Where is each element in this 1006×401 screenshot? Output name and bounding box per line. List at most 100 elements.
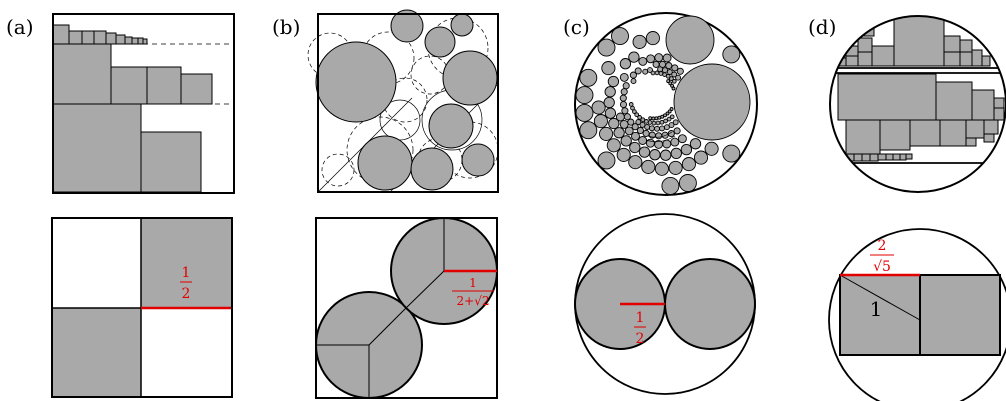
packed-circle xyxy=(680,143,693,156)
packed-circle xyxy=(635,119,642,125)
packed-circle xyxy=(619,94,627,102)
packed-circle xyxy=(604,107,617,119)
packed-circle xyxy=(591,100,606,115)
packed-circle xyxy=(668,160,683,175)
packed-circle xyxy=(654,53,664,63)
packed-circle xyxy=(663,118,668,124)
packed-circle xyxy=(631,123,639,131)
packed-circle xyxy=(654,161,669,176)
packed-circle xyxy=(671,78,677,84)
packed-circle xyxy=(661,176,680,195)
packed-circle xyxy=(689,138,702,150)
packed-circle xyxy=(654,116,659,121)
packed-circle xyxy=(671,64,679,72)
fraction-a-numerator: 1 xyxy=(182,265,191,281)
packed-circle xyxy=(628,155,643,170)
packed-circle xyxy=(628,51,640,63)
packed-circle xyxy=(641,159,656,174)
packed-circle xyxy=(667,130,675,138)
packed-circle xyxy=(652,60,660,68)
packed-circle xyxy=(655,132,663,140)
panel-a-top-frame xyxy=(52,13,235,194)
packed-circle xyxy=(579,68,598,87)
fraction-b-denominator: 2+√2 xyxy=(457,294,490,308)
packed-circle xyxy=(637,115,642,120)
packed-circle xyxy=(668,81,673,86)
panel-b-bottom: 1 2+√2 xyxy=(315,217,498,399)
packed-circle xyxy=(599,126,614,141)
packed-circle xyxy=(639,121,646,128)
packed-circle xyxy=(646,54,656,64)
packed-circle xyxy=(648,116,653,121)
packed-circle xyxy=(619,72,629,82)
fraction-a-denominator: 2 xyxy=(182,286,191,302)
packed-circle xyxy=(621,107,629,115)
packed-circle xyxy=(676,67,684,75)
packed-circle xyxy=(681,157,696,172)
packed-circle xyxy=(662,72,667,77)
packed-circle xyxy=(627,118,635,126)
packed-circle xyxy=(632,34,647,49)
packed-circle xyxy=(636,126,644,135)
packed-circle xyxy=(669,107,674,111)
packed-circle xyxy=(672,119,679,126)
packed-circle xyxy=(644,119,649,124)
packed-circle xyxy=(644,124,651,130)
packed-circle xyxy=(638,146,651,158)
packed-circle xyxy=(660,149,672,161)
packed-circle xyxy=(665,111,670,116)
panel-label-c: (c) xyxy=(563,15,590,39)
packed-circle xyxy=(657,115,662,120)
packed-circle xyxy=(647,120,653,125)
packed-circle xyxy=(673,127,681,135)
panel-label-d: (d) xyxy=(808,15,836,39)
packed-circle xyxy=(661,131,669,139)
packed-circle xyxy=(628,102,634,107)
packed-circle xyxy=(659,125,665,132)
packed-circle xyxy=(665,15,715,65)
packed-circle xyxy=(650,70,656,76)
packed-circle xyxy=(655,120,661,126)
packed-circle xyxy=(668,122,675,129)
packed-circle xyxy=(704,141,719,156)
packed-circle xyxy=(662,139,672,149)
packed-circle xyxy=(620,135,632,147)
panel-b-top xyxy=(307,9,499,193)
packed-circle xyxy=(647,67,653,74)
packed-circle xyxy=(662,67,668,74)
packed-circle xyxy=(666,116,672,122)
packed-circle xyxy=(642,68,649,75)
packed-circle xyxy=(638,136,648,145)
packed-circle xyxy=(651,116,656,121)
packed-circle xyxy=(606,138,621,153)
packed-circle xyxy=(670,137,680,147)
packed-circle xyxy=(624,126,634,136)
packed-circle xyxy=(666,79,671,84)
fraction-d-numerator: 2 xyxy=(878,238,887,254)
packed-circle xyxy=(632,109,637,114)
packed-circle xyxy=(659,119,665,125)
packed-circle xyxy=(597,38,616,57)
packed-circle xyxy=(615,112,625,122)
packed-circle xyxy=(722,144,741,163)
packed-circle xyxy=(658,71,664,76)
packed-circle xyxy=(631,131,640,141)
packed-circle xyxy=(654,70,660,76)
packed-circle xyxy=(622,82,630,90)
packed-circle xyxy=(616,147,631,162)
packed-circle xyxy=(634,112,640,118)
packed-circle xyxy=(603,96,615,109)
packed-circle xyxy=(649,149,661,161)
packed-circle xyxy=(619,100,628,109)
packed-circle xyxy=(611,27,629,46)
packed-circle xyxy=(619,58,632,70)
packed-circle xyxy=(663,124,670,131)
panel-label-a: (a) xyxy=(6,15,34,39)
panel-a-top-guides xyxy=(53,43,234,105)
packed-circle xyxy=(634,67,642,75)
packed-circle xyxy=(642,129,650,137)
packed-circle xyxy=(623,113,631,121)
packed-circle xyxy=(665,73,671,79)
packed-circle xyxy=(648,125,655,132)
